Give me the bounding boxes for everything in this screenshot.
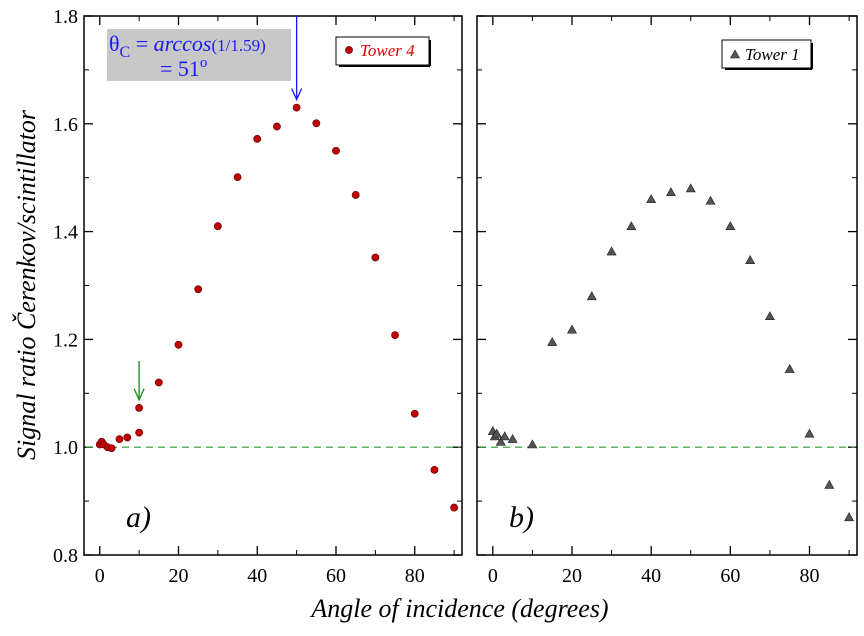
tower4-point xyxy=(194,285,203,294)
tower4-point xyxy=(115,435,124,444)
tower4-point xyxy=(351,191,360,199)
tower4-point xyxy=(332,146,340,155)
y-tick-label: 1.8 xyxy=(53,6,78,28)
legend-tower1: Tower 1 xyxy=(721,39,813,70)
y-axis-label: Signal ratio Čerenkov/scintillator xyxy=(12,109,41,460)
tower1-point xyxy=(646,194,657,204)
annotation-result: = 51o xyxy=(160,55,207,81)
x-tick-label-b: 40 xyxy=(641,565,661,587)
tower4-point xyxy=(213,222,222,231)
tower1-point xyxy=(527,439,538,449)
panel-label-b: b) xyxy=(509,501,534,534)
tower1-point xyxy=(566,324,578,334)
tower1-point xyxy=(824,479,835,489)
tower4-point xyxy=(273,122,281,131)
arrow-blue-head xyxy=(291,88,303,102)
tower4-point xyxy=(123,433,132,442)
legend-marker-tower1 xyxy=(729,49,741,59)
tower4-point xyxy=(410,409,419,418)
x-axis-label: Angle of incidence (degrees) xyxy=(309,594,608,623)
y-tick-label: 1.2 xyxy=(53,329,78,351)
tower1-point xyxy=(586,291,597,301)
tower4-point xyxy=(154,378,163,387)
annotation-box xyxy=(107,29,291,81)
result-value: = 51 xyxy=(160,56,200,81)
x-tick-label-a: 40 xyxy=(247,565,267,587)
x-tick-label-b: 20 xyxy=(562,565,582,587)
x-tick-label-a: 60 xyxy=(326,565,346,587)
tower4-point xyxy=(391,331,399,339)
y-tick-label: 1.4 xyxy=(53,222,78,244)
degree-superscript: o xyxy=(200,55,208,71)
tower1-point xyxy=(626,221,637,231)
tower1-point xyxy=(606,246,617,256)
panel-b-axes: 0 20 40 60 80 xyxy=(477,15,857,587)
tower1-point xyxy=(745,255,756,264)
tower1-point xyxy=(495,436,506,446)
tower4-point xyxy=(430,465,439,474)
arccos-argument: (1/1.59) xyxy=(211,36,265,55)
tower4-point xyxy=(233,173,242,182)
panel-label-a: a) xyxy=(126,501,151,534)
panel-a-axes: 0 20 40 60 80 0.8 1.0 1.2 1.4 1.6 1.8 xyxy=(53,6,462,587)
x-tick-label-b: 60 xyxy=(720,565,740,587)
x-tick-label-a: 20 xyxy=(169,565,189,587)
tower1-point xyxy=(784,363,795,373)
tower1-point xyxy=(804,428,815,438)
tower4-points xyxy=(95,103,459,512)
tower4-point xyxy=(312,119,321,128)
theta-symbol: θ xyxy=(109,31,120,56)
tower1-point xyxy=(491,428,502,438)
tower1-point xyxy=(705,195,716,205)
tower1-points xyxy=(487,183,855,522)
tower4-point xyxy=(135,403,144,412)
tower1-point xyxy=(725,221,736,231)
tower4-point xyxy=(253,134,262,143)
equals-sign: = xyxy=(130,31,153,56)
y-tick-label: 1.6 xyxy=(53,114,78,136)
tower1-point xyxy=(685,183,696,193)
arccos-text: arccos xyxy=(154,31,212,56)
tower4-point xyxy=(174,340,183,349)
legend-label-tower4: Tower 4 xyxy=(360,41,415,60)
tower4-point xyxy=(135,428,144,437)
panel-b-frame xyxy=(476,15,858,556)
y-tick-label: 0.8 xyxy=(53,545,78,567)
tower4-point xyxy=(107,444,116,453)
x-tick-label-b: 80 xyxy=(800,565,820,587)
tower4-point xyxy=(371,253,380,262)
x-tick-label-a: 0 xyxy=(95,565,105,587)
tower1-point xyxy=(665,187,676,197)
tower4-point xyxy=(450,503,459,512)
tower1-point xyxy=(499,431,510,441)
legend-label-tower1: Tower 1 xyxy=(745,45,800,64)
tower1-point xyxy=(507,434,518,443)
tower1-point xyxy=(844,512,855,522)
x-tick-label-a: 80 xyxy=(405,565,425,587)
tower1-point xyxy=(764,311,775,321)
legend-marker-tower4 xyxy=(345,46,353,54)
tower4-point xyxy=(292,103,301,112)
annotation-formula: θC = arccos(1/1.59) xyxy=(109,31,266,61)
y-tick-label: 1.0 xyxy=(53,437,78,459)
theta-subscript: C xyxy=(120,44,131,61)
panel-a-frame xyxy=(83,15,463,556)
annotation-arrows xyxy=(133,16,303,402)
arrow-green-head xyxy=(133,388,145,402)
x-tick-label-b: 0 xyxy=(488,565,498,587)
tower1-point xyxy=(547,336,558,346)
legend-tower4: Tower 4 xyxy=(335,36,431,67)
